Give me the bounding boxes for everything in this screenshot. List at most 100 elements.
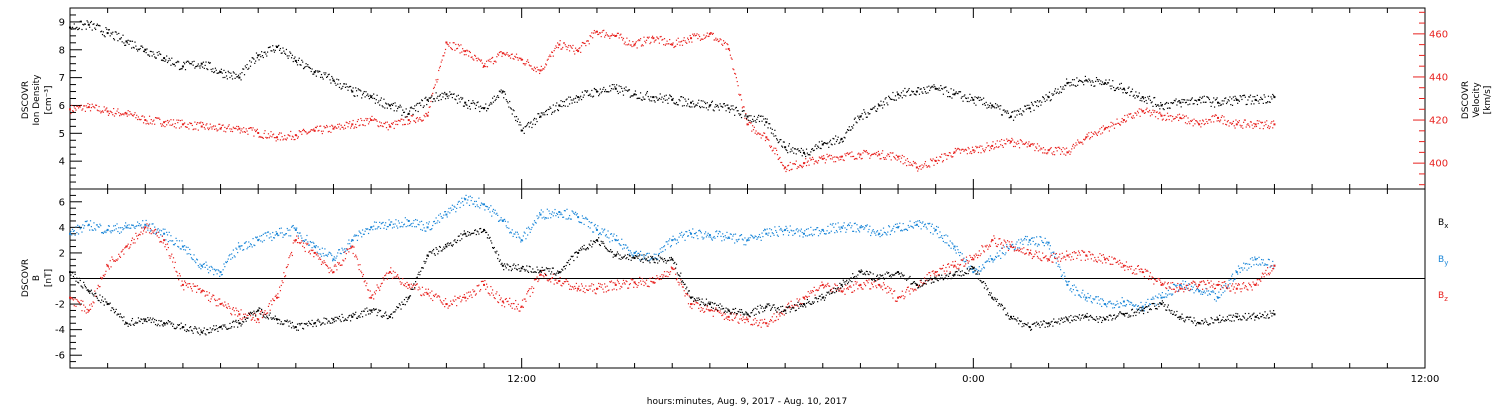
velocity-point (163, 121, 166, 124)
ion-density-sample (1065, 78, 1068, 80)
velocity-sample (1069, 153, 1071, 155)
by-sample (1250, 266, 1252, 268)
by-sample (349, 245, 352, 247)
by-sample (149, 230, 152, 232)
ion-density-sample (1150, 102, 1152, 104)
by-sample (737, 239, 739, 241)
by-sample (837, 222, 839, 224)
ion-density-sample (826, 143, 828, 145)
bz-sample (422, 293, 424, 295)
bz-sample (444, 306, 446, 308)
bz-sample (71, 298, 74, 300)
velocity-sample (308, 131, 310, 133)
by-sample (376, 228, 378, 230)
by-sample (141, 226, 143, 229)
by-sample (992, 261, 994, 263)
velocity-sample (249, 127, 252, 129)
velocity-sample (1025, 141, 1027, 143)
bz-point (276, 296, 279, 299)
ion-density-sample (1006, 110, 1009, 112)
ion-density-sample (145, 52, 147, 54)
by-sample (805, 228, 808, 230)
bz-sample (398, 278, 400, 280)
by-sample (103, 231, 105, 233)
by-sample (467, 199, 469, 201)
ion-density-sample (634, 90, 637, 92)
bz-sample (215, 305, 217, 307)
velocity-sample (385, 126, 388, 129)
velocity-sample (205, 124, 207, 126)
ion-density-sample (700, 100, 702, 102)
ion-density-sample (453, 93, 455, 95)
bz-sample (213, 294, 215, 297)
by-sample (1162, 296, 1164, 298)
ion-density-sample (89, 21, 92, 24)
bz-sample (412, 284, 414, 287)
ion-density-sample (270, 50, 272, 52)
bz-sample (419, 288, 421, 290)
velocity-sample (361, 124, 364, 126)
velocity-sample (1065, 147, 1068, 149)
by-sample (751, 235, 753, 237)
bz-sample (287, 264, 289, 266)
ion-density-sample (547, 108, 549, 111)
ion-density-point (746, 115, 749, 118)
velocity-sample (480, 60, 482, 62)
by-sample (910, 225, 912, 227)
ion-density-sample (923, 88, 926, 90)
ion-density-sample (616, 90, 619, 92)
bz-sample (160, 241, 163, 243)
velocity-sample (361, 119, 363, 122)
by-sample (432, 224, 434, 227)
ion-density-sample (100, 31, 102, 33)
velocity-sample (698, 34, 700, 36)
ion-density-sample (304, 66, 306, 68)
ion-density-sample (1267, 95, 1270, 97)
velocity-sample (841, 155, 844, 157)
ion-density-sample (754, 120, 756, 122)
bz-sample (190, 288, 193, 290)
by-sample (228, 255, 230, 257)
velocity-sample (545, 64, 548, 66)
by-sample (375, 221, 377, 223)
ion-density-sample (1138, 92, 1140, 94)
by-sample (759, 236, 761, 238)
by-sample (301, 237, 303, 239)
x-tick-label: 12:00 (507, 374, 536, 385)
by-sample (522, 235, 524, 237)
velocity-sample (904, 162, 906, 164)
by-sample (485, 205, 487, 207)
velocity-sample (306, 133, 308, 135)
by-sample (1225, 287, 1228, 289)
velocity-point (1216, 116, 1219, 119)
by-sample (1142, 307, 1145, 310)
velocity-sample (1079, 141, 1081, 143)
ion-density-point (1066, 82, 1069, 85)
bz-sample (266, 312, 268, 314)
ion-density-sample (1027, 107, 1029, 110)
ion-density-sample (263, 51, 265, 54)
bz-point (765, 322, 768, 325)
by-sample (482, 203, 484, 206)
by-sample (675, 243, 678, 245)
velocity-sample (237, 125, 240, 128)
velocity-sample (858, 156, 861, 158)
velocity-sample (450, 48, 453, 50)
ion-density-sample (89, 26, 91, 28)
by-sample (437, 220, 439, 222)
velocity-sample (247, 133, 249, 135)
bz-sample (343, 260, 345, 262)
ion-density-sample (220, 68, 223, 70)
bz-sample (93, 302, 95, 304)
velocity-sample (653, 41, 655, 43)
ion-density-sample (501, 92, 503, 94)
ion-density-sample (504, 93, 507, 95)
ion-density-sample (310, 70, 312, 73)
ion-density-sample (1148, 95, 1151, 97)
velocity-sample (573, 50, 575, 52)
ion-density-sample (77, 28, 80, 30)
ion-density-sample (1018, 110, 1020, 112)
velocity-sample (1076, 144, 1078, 146)
ion-density-sample (1048, 91, 1051, 93)
bz-sample (399, 281, 401, 283)
